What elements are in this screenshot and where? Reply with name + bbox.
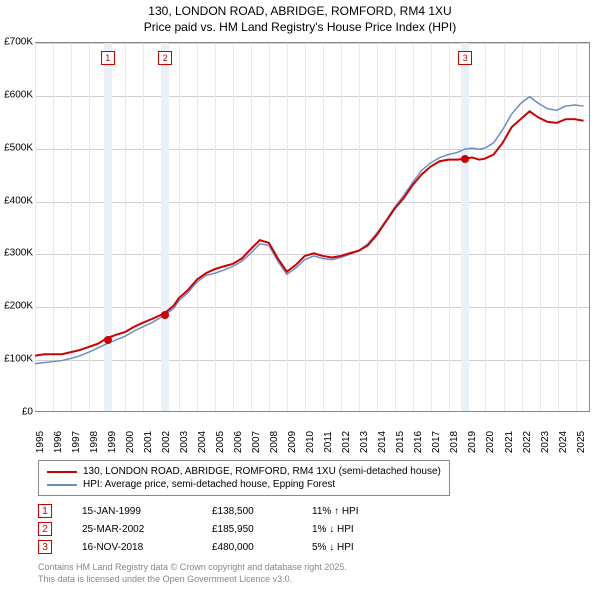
x-tick-label: 2004 <box>197 431 208 453</box>
y-tick-label: £200K <box>4 301 33 312</box>
x-tick-label: 2006 <box>233 431 244 453</box>
x-tick-label: 2019 <box>467 431 478 453</box>
title-line-1: 130, LONDON ROAD, ABRIDGE, ROMFORD, RM4 … <box>0 4 600 20</box>
marker-label-box: 3 <box>458 51 472 65</box>
transactions-table: 1 15-JAN-1999£138,50011% ↑ HPI 2 25-MAR-200… <box>38 502 392 556</box>
x-tick-label: 2025 <box>576 431 587 453</box>
x-tick-label: 2000 <box>125 431 136 453</box>
y-axis: £0£100K£200K£300K£400K£500K£600K£700K <box>0 42 35 412</box>
transaction-row: 2 25-MAR-2002£185,9501% ↓ HPI <box>38 520 392 538</box>
x-tick-label: 2005 <box>215 431 226 453</box>
chart-lines-svg <box>35 43 589 411</box>
x-tick-label: 1999 <box>107 431 118 453</box>
series-hpi <box>35 97 584 364</box>
transaction-price: £185,950 <box>212 524 312 535</box>
x-tick-label: 2021 <box>504 431 515 453</box>
title-line-2: Price paid vs. HM Land Registry's House … <box>0 20 600 36</box>
x-tick-label: 2024 <box>558 431 569 453</box>
x-tick-label: 2018 <box>449 431 460 453</box>
transaction-date: 16-NOV-2018 <box>82 542 212 553</box>
marker-dot <box>461 155 469 163</box>
x-tick-label: 2008 <box>269 431 280 453</box>
transaction-date: 25-MAR-2002 <box>82 524 212 535</box>
transaction-price: £480,000 <box>212 542 312 553</box>
x-tick-label: 1996 <box>53 431 64 453</box>
x-tick-label: 2020 <box>485 431 496 453</box>
transaction-row: 3 16-NOV-2018£480,0005% ↓ HPI <box>38 538 392 556</box>
x-tick-label: 2012 <box>341 431 352 453</box>
x-tick-label: 2016 <box>413 431 424 453</box>
x-tick-label: 2013 <box>359 431 370 453</box>
x-tick-label: 2023 <box>540 431 551 453</box>
legend-box: 130, LONDON ROAD, ABRIDGE, ROMFORD, RM4 … <box>38 460 450 496</box>
series-price_paid <box>35 111 584 355</box>
x-tick-label: 2022 <box>522 431 533 453</box>
y-tick-label: £400K <box>4 195 33 206</box>
legend-row: HPI: Average price, semi-detached house,… <box>47 478 441 491</box>
chart-plot-area: 1 2 3 <box>35 42 590 412</box>
legend-row: 130, LONDON ROAD, ABRIDGE, ROMFORD, RM4 … <box>47 465 441 478</box>
footer-line-1: Contains HM Land Registry data © Crown c… <box>38 562 347 574</box>
transaction-marker: 3 <box>38 540 52 554</box>
x-tick-label: 2010 <box>305 431 316 453</box>
x-tick-label: 1998 <box>89 431 100 453</box>
y-tick-label: £500K <box>4 142 33 153</box>
chart-title-block: 130, LONDON ROAD, ABRIDGE, ROMFORD, RM4 … <box>0 0 600 35</box>
x-tick-label: 2011 <box>323 431 334 453</box>
x-tick-label: 2014 <box>377 431 388 453</box>
transaction-marker: 2 <box>38 522 52 536</box>
marker-dot <box>161 311 169 319</box>
x-tick-label: 1997 <box>71 431 82 453</box>
legend-label: HPI: Average price, semi-detached house,… <box>83 479 335 490</box>
legend-swatch <box>47 471 77 473</box>
x-tick-label: 2017 <box>431 431 442 453</box>
marker-label-box: 1 <box>101 51 115 65</box>
transaction-diff: 11% ↑ HPI <box>312 506 392 517</box>
y-tick-label: £300K <box>4 248 33 259</box>
x-tick-label: 1995 <box>35 431 46 453</box>
x-tick-label: 2007 <box>251 431 262 453</box>
x-tick-label: 2009 <box>287 431 298 453</box>
y-tick-label: £100K <box>4 354 33 365</box>
y-tick-label: £700K <box>4 37 33 48</box>
x-tick-label: 2015 <box>395 431 406 453</box>
x-tick-label: 2003 <box>179 431 190 453</box>
transaction-diff: 5% ↓ HPI <box>312 542 392 553</box>
marker-dot <box>104 336 112 344</box>
x-tick-label: 2002 <box>161 431 172 453</box>
transaction-diff: 1% ↓ HPI <box>312 524 392 535</box>
y-tick-label: £600K <box>4 89 33 100</box>
footer-attribution: Contains HM Land Registry data © Crown c… <box>38 562 347 585</box>
x-axis: 1995 1996 1997 1998 1999 2000 2001 2002 2003 2004… <box>35 412 590 460</box>
transaction-date: 15-JAN-1999 <box>82 506 212 517</box>
transaction-price: £138,500 <box>212 506 312 517</box>
chart-container: 130, LONDON ROAD, ABRIDGE, ROMFORD, RM4 … <box>0 0 600 590</box>
legend-label: 130, LONDON ROAD, ABRIDGE, ROMFORD, RM4 … <box>83 466 441 477</box>
x-tick-label: 2001 <box>143 431 154 453</box>
y-tick-label: £0 <box>22 407 33 418</box>
transaction-marker: 1 <box>38 504 52 518</box>
marker-label-box: 2 <box>158 51 172 65</box>
transaction-row: 1 15-JAN-1999£138,50011% ↑ HPI <box>38 502 392 520</box>
legend-swatch <box>47 484 77 486</box>
footer-line-2: This data is licensed under the Open Gov… <box>38 574 347 586</box>
